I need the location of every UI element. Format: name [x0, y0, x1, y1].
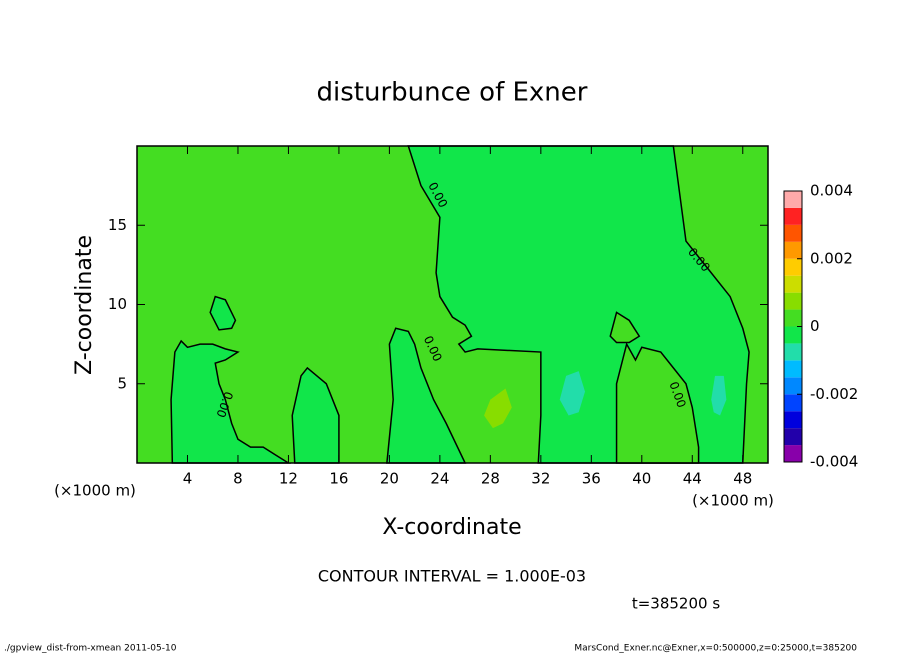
x-tick-label: 48	[733, 470, 752, 488]
colorbar-tick-label: 0.004	[810, 182, 853, 200]
colorbar-band	[784, 275, 802, 293]
x-tick-label: 40	[632, 470, 651, 488]
x-tick-label: 16	[329, 470, 348, 488]
colorbar-band	[784, 377, 802, 395]
y-tick-label: 15	[108, 216, 127, 234]
colorbar-band	[784, 360, 802, 378]
colorbar-tick-label: 0	[810, 317, 820, 335]
colorbar-band	[784, 258, 802, 276]
colorbar-band	[784, 309, 802, 327]
colorbar-tick-label: -0.002	[810, 385, 858, 403]
colorbar-band	[784, 343, 802, 361]
footer-right: MarsCond_Exner.nc@Exner,x=0:500000,z=0:2…	[574, 644, 857, 654]
y-tick-label: 10	[108, 295, 127, 313]
x-axis-label: X-coordinate	[382, 515, 521, 540]
x-tick-label: 32	[531, 470, 550, 488]
contour-region	[711, 375, 727, 416]
contour-region	[386, 327, 467, 464]
footer-left: ./gpview_dist-from-xmean 2011-05-10	[4, 644, 177, 654]
colorbar-tick-label: 0.002	[810, 249, 853, 267]
colorbar-band	[784, 394, 802, 412]
x-unit-right: (×1000 m)	[692, 492, 774, 510]
contour-region	[484, 388, 512, 429]
colorbar-band	[784, 445, 802, 462]
colorbar-tick-label: -0.004	[810, 453, 858, 471]
x-tick-label: 44	[683, 470, 702, 488]
contour-region	[609, 311, 641, 344]
colorbar-band	[784, 207, 802, 225]
colorbar-band	[784, 191, 802, 208]
chart-title: disturbunce of Exner	[317, 78, 588, 108]
x-tick-label: 4	[183, 470, 193, 488]
colorbar-band	[784, 292, 802, 310]
contour-interval: CONTOUR INTERVAL = 1.000E-03	[318, 567, 586, 586]
colorbar-band	[784, 428, 802, 446]
colorbar-band	[784, 241, 802, 259]
x-tick-label: 8	[233, 470, 243, 488]
x-unit-left: (×1000 m)	[54, 482, 136, 500]
x-tick-label: 36	[582, 470, 601, 488]
colorbar-band	[784, 326, 802, 344]
y-tick-label: 5	[117, 374, 127, 392]
contour-region	[559, 371, 586, 416]
x-tick-label: 24	[430, 470, 449, 488]
x-tick-label: 12	[279, 470, 298, 488]
colorbar-band	[784, 411, 802, 429]
contour-region	[170, 339, 292, 464]
time-label: t=385200 s	[632, 595, 720, 613]
y-axis-label: Z-coordinate	[72, 235, 97, 375]
x-tick-label: 20	[380, 470, 399, 488]
contour-region	[615, 342, 700, 464]
x-tick-label: 28	[481, 470, 500, 488]
colorbar-band	[784, 224, 802, 242]
contour-region	[209, 295, 237, 331]
